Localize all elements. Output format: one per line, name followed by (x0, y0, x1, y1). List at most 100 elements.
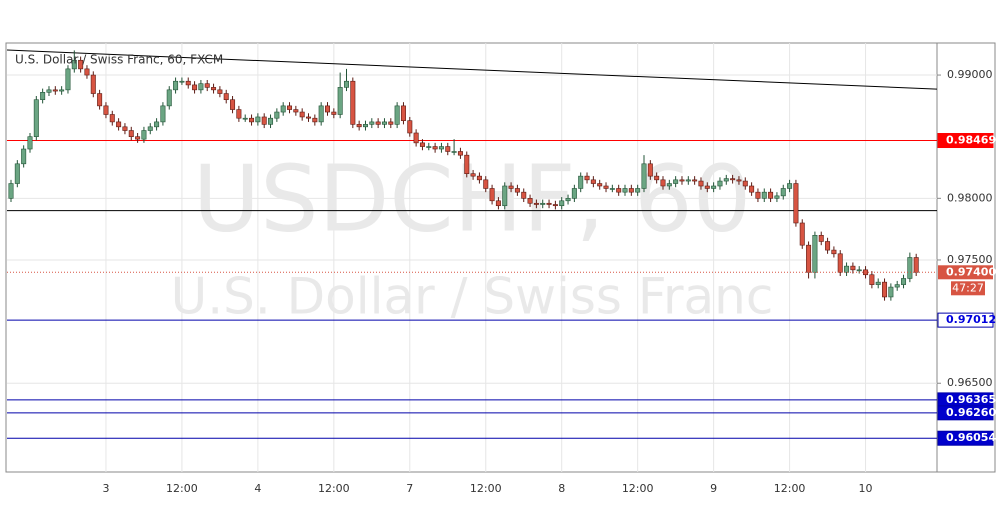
candle-body (483, 179, 489, 189)
candle (407, 116, 413, 137)
candle-body (122, 126, 128, 131)
price-label-box (937, 405, 994, 421)
candle (445, 142, 451, 156)
candle (540, 199, 546, 209)
candle (65, 65, 71, 94)
candle-body (476, 175, 482, 181)
candle (299, 108, 305, 121)
candle-body (749, 185, 755, 193)
candle (419, 139, 425, 151)
candle-body (173, 80, 179, 91)
candle-body (394, 105, 400, 125)
candle-body (514, 188, 520, 193)
candle-body (489, 188, 495, 202)
candle-body (647, 163, 653, 177)
candle-body (825, 241, 831, 251)
candle-body (236, 109, 242, 119)
candle (84, 65, 90, 79)
candle (362, 120, 368, 131)
candle (508, 182, 514, 193)
candle-body (337, 87, 343, 115)
candle (489, 184, 495, 205)
candle (14, 160, 20, 188)
candle-body (84, 68, 90, 76)
candle-body (274, 111, 280, 119)
frame (5, 42, 996, 473)
candle-body (78, 59, 84, 70)
candle-body (913, 257, 919, 273)
candle-body (837, 253, 843, 273)
candle (812, 231, 818, 279)
candle-body (432, 146, 438, 150)
candle-body (736, 179, 742, 182)
candle-body (692, 179, 698, 182)
price-label: 0.96260 (946, 406, 996, 419)
candle (166, 86, 172, 110)
candle-body (350, 80, 356, 125)
candle-body (622, 188, 628, 193)
candle-body (407, 120, 413, 134)
candle (590, 176, 596, 188)
candle-body (812, 235, 818, 273)
candle (704, 182, 710, 193)
candle-body (552, 204, 558, 207)
candle-body (242, 117, 248, 120)
candle (236, 105, 242, 122)
candle (666, 179, 672, 190)
candle-body (438, 146, 444, 150)
candle-body (559, 200, 565, 207)
candle-body (711, 185, 717, 189)
candle-body (603, 185, 609, 189)
x-tick-label: 8 (558, 482, 565, 495)
candle-body (698, 180, 704, 187)
candle (799, 219, 805, 249)
candle-body (774, 195, 780, 199)
candle (584, 172, 590, 184)
candle (179, 77, 185, 85)
candle-body (198, 83, 204, 91)
countdown: 47:27 (952, 281, 984, 294)
candle (559, 197, 565, 210)
candle-body (160, 105, 166, 123)
candle-body (679, 179, 685, 182)
candle-body (850, 265, 856, 271)
candle (173, 77, 179, 94)
candle-body (508, 185, 514, 189)
candle-body (856, 269, 862, 272)
candle-body (660, 179, 666, 187)
candle-body (52, 89, 58, 92)
candle-body (869, 274, 875, 285)
candle (616, 184, 622, 196)
x-tick-label: 4 (254, 482, 261, 495)
candle (280, 102, 286, 116)
candle-body (71, 59, 77, 70)
candle-body (343, 80, 349, 88)
price-label: 0.98469 (946, 134, 996, 147)
candle (774, 192, 780, 203)
candle (711, 182, 717, 193)
candle (274, 108, 280, 122)
candle-body (90, 74, 96, 94)
candle-body (293, 109, 299, 113)
candle-body (381, 121, 387, 125)
candle (622, 184, 628, 196)
candle (413, 129, 419, 147)
candle-body (223, 93, 229, 101)
candle-body (742, 180, 748, 187)
candle (27, 132, 33, 153)
x-tick-label: 9 (710, 482, 717, 495)
candle (647, 160, 653, 180)
candle (476, 172, 482, 184)
candle-body (565, 198, 571, 202)
watermark-subtitle: U.S. Dollar / Swiss Franc (171, 268, 774, 326)
candle-body (464, 154, 470, 174)
candle (451, 139, 457, 156)
candle-body (894, 284, 900, 288)
candle (837, 250, 843, 276)
candle (198, 79, 204, 94)
candle (755, 188, 761, 203)
candle-body (40, 92, 46, 101)
candle (749, 182, 755, 196)
candle (483, 176, 489, 193)
candle (514, 184, 520, 196)
